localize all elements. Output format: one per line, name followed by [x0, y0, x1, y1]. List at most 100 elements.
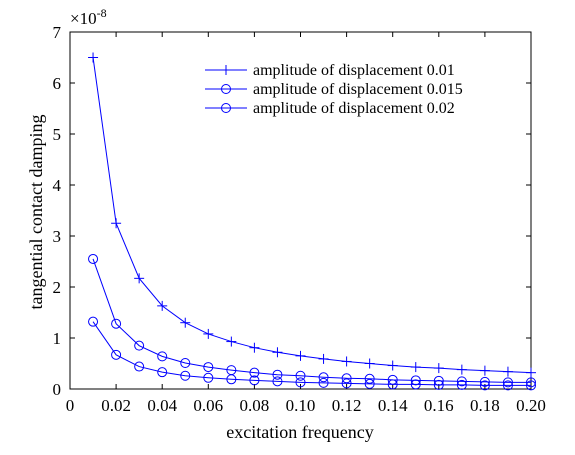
series-line — [92, 321, 531, 386]
legend-marker — [221, 84, 231, 94]
data-point — [180, 317, 191, 328]
y-tick-label: 3 — [53, 227, 62, 246]
data-point — [88, 52, 99, 63]
data-point — [134, 361, 145, 372]
x-axis: 0 0.02 0.04 0.06 0.08 0.10 0.12 0.14 0.16 0.18 0.2… — [66, 32, 546, 415]
x-tick-label: 0.08 — [240, 396, 270, 415]
data-point — [180, 357, 191, 368]
data-point — [502, 380, 513, 391]
y-tick-label: 6 — [53, 74, 62, 93]
x-tick-label: 0.04 — [147, 396, 177, 415]
legend-label: amplitude of displacement 0.01 — [253, 62, 455, 79]
data-point — [526, 367, 536, 378]
data-point — [88, 316, 99, 327]
x-tick-label: 0.02 — [101, 396, 131, 415]
data-point — [433, 363, 444, 374]
data-point — [318, 372, 329, 383]
data-point — [502, 377, 513, 388]
data-point — [134, 273, 145, 284]
data-point — [272, 347, 283, 358]
data-point — [479, 376, 490, 387]
series-2 — [88, 253, 536, 388]
legend-item: amplitude of displacement 0.015 — [205, 81, 463, 98]
y-axis: 0 1 2 3 4 5 6 7 — [53, 23, 531, 399]
y-tick-label: 0 — [53, 380, 62, 399]
data-point — [134, 340, 145, 351]
data-point — [295, 350, 306, 361]
y-tick-label: 7 — [53, 23, 62, 42]
legend: amplitude of displacement 0.01 amplitude … — [205, 62, 463, 117]
data-point — [410, 379, 421, 390]
data-point — [180, 370, 191, 381]
data-point — [157, 351, 168, 362]
data-point — [341, 378, 352, 389]
data-point — [364, 378, 375, 389]
data-point — [526, 377, 536, 388]
data-point — [249, 342, 260, 353]
y-multiplier: ×10-8 — [70, 6, 107, 28]
data-point — [318, 377, 329, 388]
data-point — [111, 349, 122, 360]
legend-marker — [221, 103, 231, 113]
legend-label: amplitude of displacement 0.015 — [253, 81, 463, 98]
data-point — [479, 380, 490, 391]
data-point — [410, 362, 421, 373]
data-point — [341, 356, 352, 367]
x-tick-label: 0.16 — [424, 396, 454, 415]
x-tick-label: 0 — [66, 396, 75, 415]
data-point — [387, 360, 398, 371]
data-point — [341, 373, 352, 384]
data-point — [203, 372, 214, 383]
data-point — [456, 379, 467, 390]
data-point — [295, 370, 306, 381]
series-3 — [88, 316, 536, 391]
data-point — [272, 369, 283, 380]
data-point — [479, 365, 490, 376]
data-point — [364, 358, 375, 369]
data-point — [249, 375, 260, 386]
data-point — [502, 366, 513, 377]
y-multiplier-base: ×10 — [70, 9, 97, 28]
data-point — [111, 318, 122, 329]
series-1 — [88, 52, 536, 378]
y-axis-title: tangential contact damping — [26, 115, 46, 310]
data-point — [318, 353, 329, 364]
data-point — [364, 373, 375, 384]
x-tick-label: 0.12 — [332, 396, 362, 415]
x-tick-label: 0.18 — [470, 396, 500, 415]
series-line — [92, 258, 531, 383]
data-point — [157, 367, 168, 378]
data-point — [249, 367, 260, 378]
x-tick-label: 0.20 — [516, 396, 546, 415]
series-layer — [88, 52, 536, 391]
legend-item: amplitude of displacement 0.01 — [205, 62, 455, 79]
data-point — [433, 379, 444, 390]
data-point — [157, 300, 168, 311]
data-point — [226, 374, 237, 385]
data-point — [88, 253, 99, 264]
y-tick-label: 5 — [53, 125, 62, 144]
legend-marker — [221, 65, 231, 75]
y-tick-label: 2 — [53, 278, 62, 297]
x-tick-label: 0.14 — [378, 396, 408, 415]
legend-label: amplitude of displacement 0.02 — [253, 100, 455, 117]
data-point — [526, 380, 536, 391]
data-point — [226, 336, 237, 347]
y-tick-label: 1 — [53, 329, 62, 348]
data-point — [111, 218, 122, 229]
x-tick-label: 0.10 — [286, 396, 316, 415]
data-point — [295, 377, 306, 388]
data-point — [203, 328, 214, 339]
y-multiplier-exponent: -8 — [97, 6, 107, 20]
data-point — [456, 376, 467, 387]
data-point — [387, 379, 398, 390]
y-tick-label: 4 — [53, 176, 62, 195]
data-point — [203, 362, 214, 373]
x-tick-label: 0.06 — [193, 396, 223, 415]
data-point — [272, 376, 283, 387]
data-point — [456, 364, 467, 375]
x-axis-title: excitation frequency — [226, 422, 373, 442]
legend-item: amplitude of displacement 0.02 — [205, 100, 455, 117]
